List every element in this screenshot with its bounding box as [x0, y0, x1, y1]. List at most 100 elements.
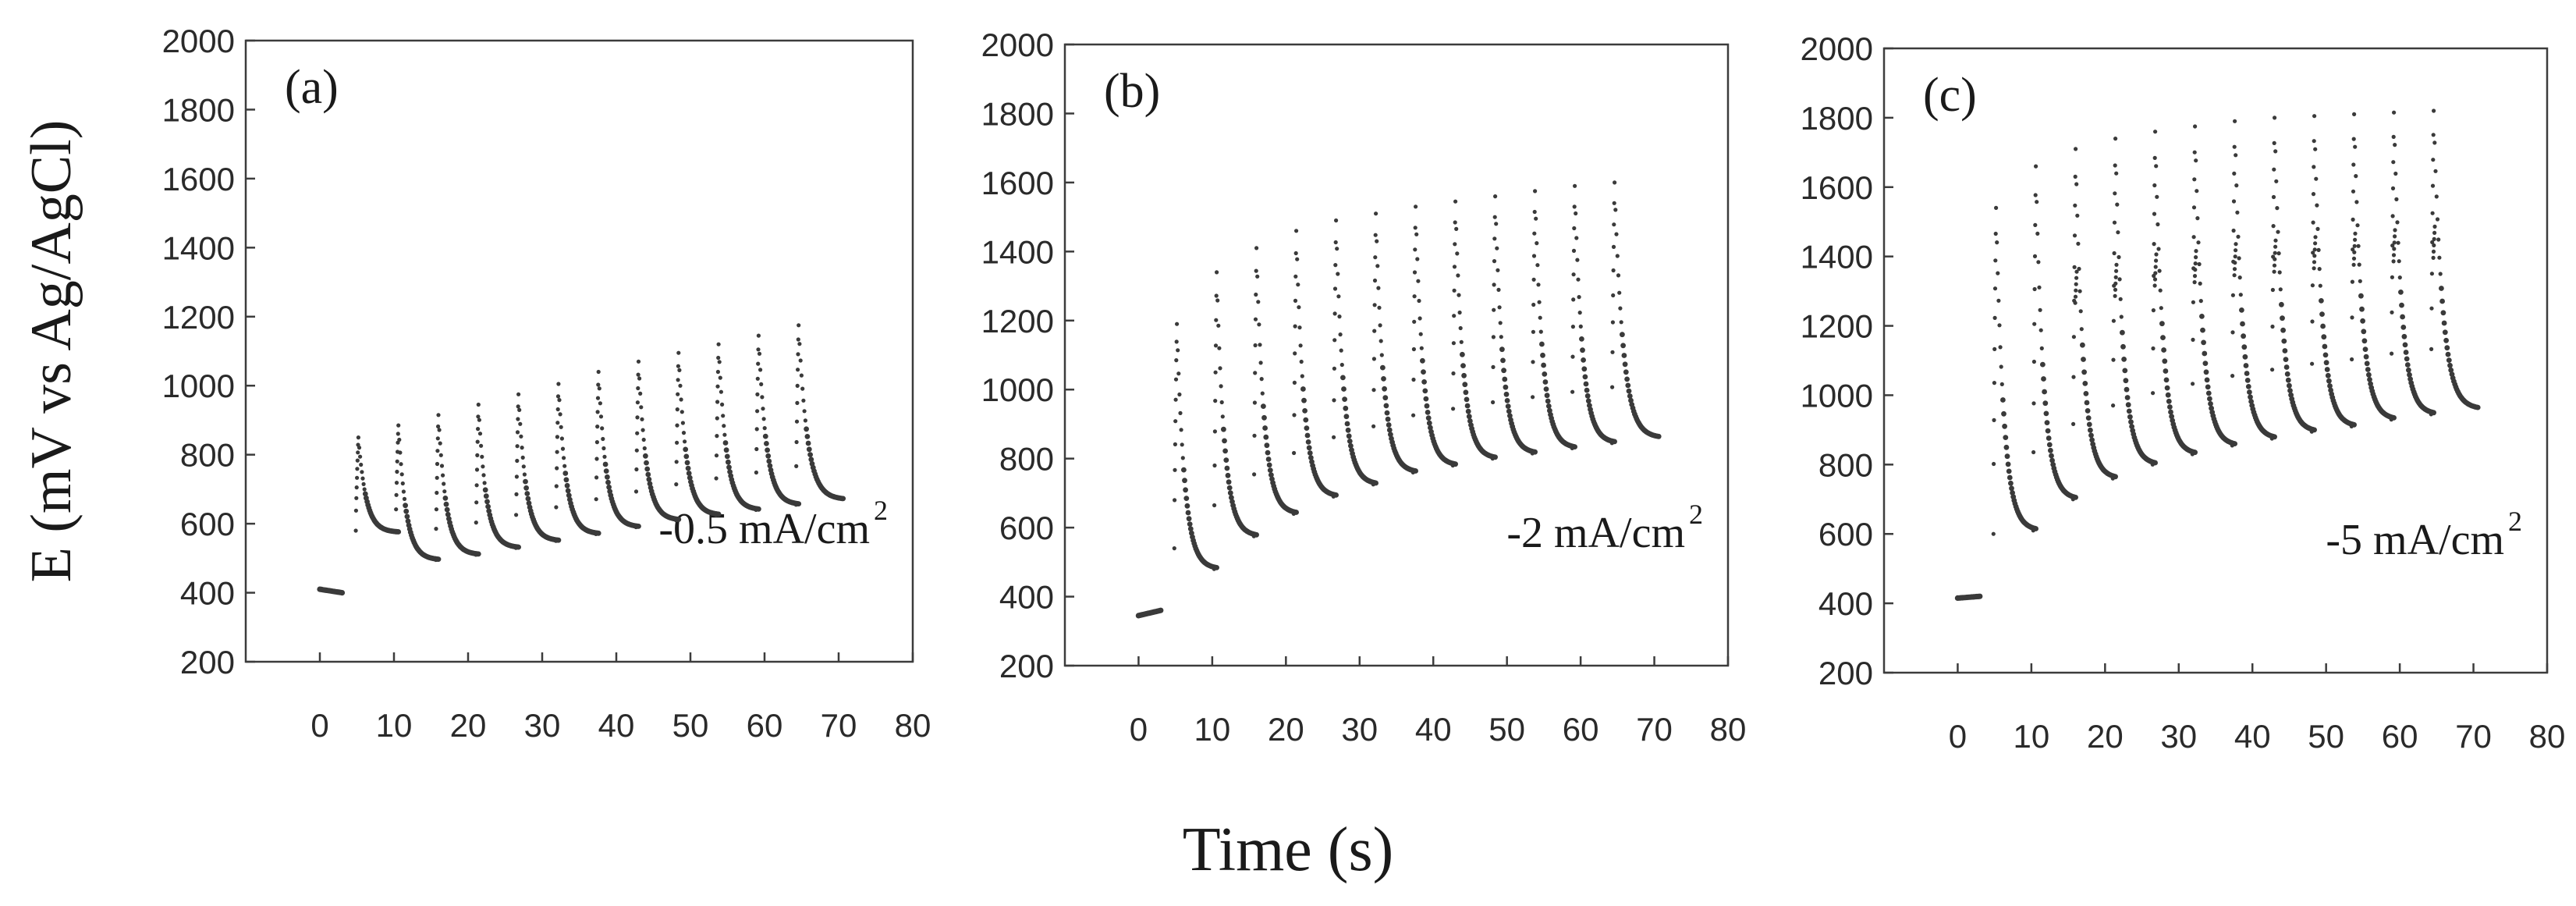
data-point — [2202, 350, 2208, 357]
data-point — [1618, 306, 1623, 311]
data-point — [2390, 214, 2395, 219]
data-point — [435, 436, 440, 441]
data-point — [635, 415, 640, 420]
x-tick-label: 0 — [1949, 718, 1967, 755]
data-point — [1530, 451, 1535, 456]
data-point — [359, 462, 364, 467]
data-point — [2074, 275, 2079, 280]
data-point — [2281, 338, 2287, 344]
data-point — [642, 446, 647, 451]
data-point — [2078, 309, 2083, 314]
data-point — [640, 428, 645, 432]
data-point — [1293, 324, 1297, 329]
data-point — [762, 433, 768, 439]
data-point — [2191, 382, 2195, 386]
data-point — [2241, 344, 2248, 350]
data-point — [1340, 375, 1346, 381]
data-point — [403, 508, 410, 514]
data-point — [2390, 275, 2394, 279]
data-point — [522, 472, 527, 477]
x-tick-label: 50 — [672, 707, 709, 744]
data-point — [2321, 334, 2327, 340]
data-point — [1624, 376, 1630, 382]
data-point — [1302, 408, 1308, 414]
data-point — [1373, 233, 1378, 237]
data-point — [1262, 425, 1268, 431]
y-axis-label: E (mV vs Ag/AgCl) — [20, 120, 83, 583]
data-point — [2111, 318, 2116, 323]
data-point — [1184, 503, 1190, 509]
x-tick-label: 30 — [524, 707, 561, 744]
data-point — [1456, 273, 1460, 278]
data-point — [634, 467, 639, 472]
data-point — [723, 447, 729, 453]
data-point — [638, 391, 643, 396]
data-point — [1425, 410, 1431, 415]
data-point — [1418, 316, 1422, 321]
data-point — [2429, 346, 2434, 351]
data-point — [1218, 366, 1222, 371]
data-point — [1332, 435, 1336, 439]
y-tick-label: 1000 — [981, 371, 1054, 408]
data-point — [1532, 231, 1537, 236]
data-point — [2363, 354, 2369, 360]
data-point — [675, 440, 679, 445]
data-point — [2327, 383, 2333, 389]
data-point — [633, 489, 639, 494]
data-point — [1293, 298, 1298, 303]
data-point — [1459, 339, 1464, 344]
data-point — [675, 407, 679, 412]
data-point — [2311, 220, 2315, 225]
data-point — [435, 475, 439, 480]
data-point — [1174, 339, 1179, 344]
data-point — [2312, 247, 2317, 252]
data-point — [2156, 247, 2161, 251]
data-point — [2438, 272, 2443, 276]
data-point — [635, 431, 640, 435]
data-point — [2326, 378, 2332, 384]
data-point — [2035, 231, 2040, 236]
data-point — [2031, 449, 2036, 455]
data-point — [2165, 392, 2171, 398]
data-point — [1496, 268, 1500, 272]
data-point — [1538, 329, 1543, 334]
data-point — [2280, 327, 2287, 333]
data-point — [1212, 567, 1216, 571]
data-point — [2074, 269, 2079, 274]
data-point — [2393, 234, 2397, 239]
data-point — [1176, 371, 1181, 376]
data-point — [2191, 235, 2196, 240]
data-point — [1335, 247, 1339, 251]
data-point — [2111, 357, 2116, 362]
data-point — [2442, 329, 2448, 336]
data-point — [2085, 415, 2092, 421]
data-point — [1577, 311, 1582, 315]
data-point — [1373, 255, 1378, 260]
data-point — [2044, 420, 2050, 425]
data-point — [2151, 391, 2156, 396]
data-point — [2154, 252, 2159, 257]
data-point — [641, 437, 646, 442]
y-tick-label: 1200 — [981, 303, 1054, 339]
data-point — [727, 469, 733, 474]
data-point — [1219, 384, 1223, 389]
data-point — [2113, 293, 2117, 298]
data-point — [1221, 426, 1226, 432]
data-point — [1300, 374, 1304, 378]
x-tick-label: 0 — [1130, 711, 1148, 748]
data-point — [1452, 288, 1457, 293]
data-point — [1455, 251, 1460, 256]
data-point — [2351, 137, 2356, 141]
data-point — [435, 490, 439, 496]
data-point — [635, 400, 640, 405]
data-point — [1212, 503, 1217, 508]
data-point — [714, 476, 719, 481]
data-point — [1460, 351, 1465, 357]
data-point — [2432, 230, 2437, 235]
data-point — [442, 489, 447, 494]
data-point — [404, 513, 410, 520]
data-point — [435, 461, 440, 467]
data-point — [634, 448, 639, 453]
data-point — [2230, 330, 2235, 335]
data-point — [840, 496, 846, 502]
